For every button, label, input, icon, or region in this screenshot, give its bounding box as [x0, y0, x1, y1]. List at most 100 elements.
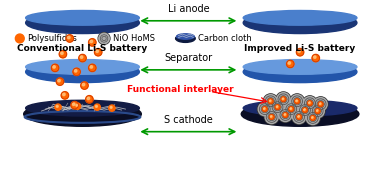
Circle shape	[282, 114, 283, 116]
Text: Improved Li-S battery: Improved Li-S battery	[244, 44, 356, 53]
Circle shape	[311, 116, 313, 118]
Circle shape	[308, 102, 310, 104]
Circle shape	[79, 54, 86, 62]
Circle shape	[56, 105, 58, 107]
Circle shape	[277, 93, 290, 106]
Circle shape	[321, 106, 323, 107]
Circle shape	[66, 35, 73, 42]
Ellipse shape	[24, 102, 141, 126]
Circle shape	[87, 97, 90, 100]
Ellipse shape	[243, 100, 357, 116]
Circle shape	[322, 104, 324, 105]
Circle shape	[288, 108, 289, 110]
Circle shape	[271, 98, 273, 100]
Ellipse shape	[241, 102, 359, 126]
Ellipse shape	[26, 11, 140, 25]
Circle shape	[271, 101, 284, 114]
Text: Separator: Separator	[164, 53, 212, 63]
Circle shape	[318, 102, 323, 107]
Circle shape	[63, 93, 65, 96]
Circle shape	[15, 34, 24, 43]
Circle shape	[276, 92, 291, 107]
Circle shape	[280, 99, 282, 100]
Circle shape	[74, 70, 77, 72]
Circle shape	[303, 107, 304, 109]
Circle shape	[298, 104, 311, 117]
Circle shape	[314, 98, 327, 111]
Circle shape	[262, 108, 263, 110]
Circle shape	[82, 83, 85, 86]
Circle shape	[319, 101, 320, 103]
Circle shape	[94, 48, 102, 56]
Circle shape	[71, 101, 78, 109]
Circle shape	[258, 103, 271, 116]
Circle shape	[73, 68, 80, 76]
Circle shape	[310, 117, 311, 119]
Text: Polysulfides: Polysulfides	[26, 34, 76, 43]
Circle shape	[319, 103, 321, 105]
Circle shape	[263, 111, 264, 112]
Circle shape	[263, 108, 265, 109]
Circle shape	[285, 103, 298, 116]
Circle shape	[296, 116, 297, 118]
Circle shape	[275, 106, 276, 108]
Circle shape	[292, 111, 293, 112]
Circle shape	[90, 40, 93, 43]
Ellipse shape	[176, 35, 195, 42]
Circle shape	[59, 50, 67, 58]
Circle shape	[293, 108, 294, 110]
Circle shape	[296, 100, 297, 101]
Circle shape	[314, 110, 316, 112]
Circle shape	[311, 119, 312, 121]
Circle shape	[272, 118, 273, 120]
Circle shape	[58, 79, 60, 82]
Circle shape	[284, 97, 285, 98]
Circle shape	[307, 103, 308, 104]
Circle shape	[72, 103, 75, 105]
Circle shape	[301, 116, 302, 118]
Circle shape	[262, 107, 267, 112]
Ellipse shape	[243, 60, 357, 74]
Circle shape	[297, 114, 298, 115]
Circle shape	[313, 119, 315, 121]
Circle shape	[276, 106, 278, 107]
Circle shape	[294, 101, 295, 102]
Circle shape	[286, 112, 287, 114]
Circle shape	[86, 96, 93, 103]
Circle shape	[269, 98, 270, 100]
Circle shape	[300, 118, 301, 120]
Circle shape	[68, 36, 70, 39]
Circle shape	[289, 106, 291, 108]
Circle shape	[292, 110, 307, 124]
Circle shape	[270, 114, 271, 115]
Circle shape	[76, 104, 78, 106]
Circle shape	[284, 114, 286, 115]
Circle shape	[264, 110, 279, 124]
Circle shape	[281, 97, 286, 102]
Circle shape	[313, 56, 316, 58]
Circle shape	[290, 108, 292, 109]
Circle shape	[279, 106, 280, 108]
Circle shape	[307, 109, 308, 111]
Circle shape	[269, 115, 274, 119]
Circle shape	[279, 108, 292, 122]
Circle shape	[288, 62, 291, 64]
Circle shape	[61, 52, 63, 54]
Circle shape	[298, 115, 300, 117]
Circle shape	[271, 103, 273, 104]
Circle shape	[81, 82, 88, 89]
Circle shape	[310, 104, 325, 119]
Circle shape	[292, 106, 293, 108]
Circle shape	[272, 101, 274, 102]
Circle shape	[269, 100, 271, 101]
Circle shape	[305, 111, 320, 125]
Circle shape	[316, 112, 317, 114]
Ellipse shape	[26, 12, 140, 34]
Circle shape	[278, 104, 279, 106]
Circle shape	[269, 103, 270, 104]
Circle shape	[51, 64, 59, 72]
Ellipse shape	[176, 34, 194, 39]
Circle shape	[316, 110, 318, 111]
Circle shape	[282, 98, 284, 100]
Circle shape	[263, 94, 278, 109]
